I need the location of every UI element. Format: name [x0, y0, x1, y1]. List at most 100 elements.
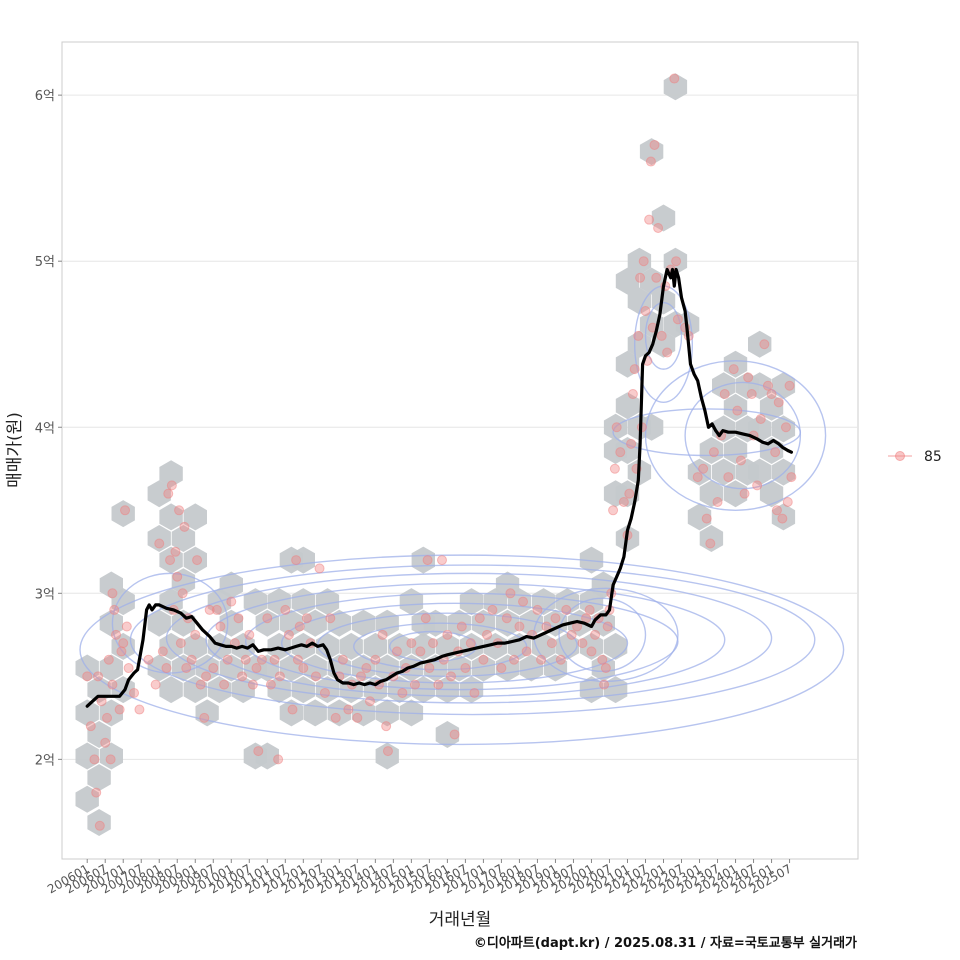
hexbin-cell	[459, 632, 484, 660]
data-point	[165, 555, 176, 566]
data-point	[292, 654, 303, 665]
trend-line-layer	[85, 267, 793, 708]
data-point	[105, 754, 116, 765]
data-point	[773, 397, 784, 408]
hexbin-cell	[183, 632, 207, 660]
y-tick-label: 2억	[35, 753, 55, 768]
data-point	[618, 496, 629, 507]
data-point	[325, 613, 336, 624]
data-point	[352, 712, 363, 723]
hexbin-cell	[183, 676, 207, 704]
data-point	[692, 472, 703, 483]
hexbin-cell	[748, 372, 772, 400]
data-point	[469, 687, 480, 698]
data-point	[514, 621, 525, 632]
data-point	[712, 496, 723, 507]
density-contour	[533, 587, 679, 683]
hexbin-cell	[147, 654, 171, 682]
hexbin-cell	[651, 287, 676, 315]
density-contour	[644, 302, 683, 370]
data-point	[364, 696, 375, 707]
y-tick-label: 6억	[35, 89, 55, 104]
data-point	[698, 463, 709, 474]
y-tick-label: 4억	[35, 421, 55, 436]
hexbin-cell	[75, 742, 99, 770]
hexbin-cell	[471, 609, 496, 637]
hexbin-cell	[171, 654, 196, 682]
data-point	[175, 638, 186, 649]
data-point	[752, 480, 763, 491]
data-point	[111, 629, 122, 640]
x-axis-ticks: 2006012006072007012007072008012008072009…	[45, 859, 794, 897]
data-point	[382, 746, 393, 757]
data-point	[204, 604, 215, 615]
hexbin-cell	[159, 460, 183, 488]
data-point	[406, 638, 417, 649]
data-point	[265, 679, 276, 690]
hexbin-cell	[267, 632, 291, 660]
data-point	[391, 646, 402, 657]
hexbin-cell	[171, 525, 196, 552]
data-point	[509, 654, 520, 665]
data-point	[120, 505, 131, 516]
data-point	[671, 256, 682, 267]
hexbin-cell	[447, 654, 471, 682]
data-point	[739, 488, 750, 499]
data-point	[719, 389, 730, 400]
hexbin-cell	[615, 350, 640, 378]
data-point	[424, 663, 435, 674]
data-point	[237, 671, 248, 682]
data-point	[129, 687, 140, 698]
hexbin-layer	[75, 73, 796, 836]
hexbin-cell	[615, 267, 640, 295]
data-point	[577, 638, 588, 649]
data-point	[615, 447, 626, 458]
data-point	[770, 447, 781, 458]
hexbin-cell	[435, 721, 460, 748]
data-point	[114, 704, 125, 715]
data-point	[496, 663, 507, 674]
data-point	[780, 422, 791, 433]
hexbin-cell	[99, 654, 123, 682]
data-point	[337, 654, 348, 665]
hexbin-cell	[723, 437, 748, 464]
data-point	[445, 671, 456, 682]
density-contour	[129, 564, 816, 716]
hexbin-cell	[255, 742, 279, 770]
hexbin-cell	[195, 654, 219, 682]
data-point	[644, 214, 655, 225]
data-point	[624, 488, 635, 499]
data-point	[172, 571, 183, 582]
hexbin-cell	[627, 287, 652, 315]
hexbin-cell	[87, 721, 111, 748]
data-point	[422, 555, 433, 566]
data-point	[186, 654, 197, 665]
data-point	[584, 604, 595, 615]
density-contour	[281, 602, 629, 684]
data-point	[536, 654, 547, 665]
data-point	[546, 638, 557, 649]
data-point	[599, 679, 610, 690]
hexbin-cell	[111, 500, 135, 528]
data-point	[298, 663, 309, 674]
data-point	[121, 621, 132, 632]
hexbin-cell	[171, 568, 196, 596]
data-point	[174, 505, 185, 516]
hexbin-cell	[99, 699, 123, 727]
data-point	[602, 621, 613, 632]
scatter-points-layer	[82, 73, 797, 831]
data-point	[116, 646, 127, 657]
data-point	[590, 629, 601, 640]
data-point	[100, 737, 111, 748]
data-point	[626, 438, 637, 449]
data-point	[460, 663, 471, 674]
data-point	[319, 687, 330, 698]
data-point	[409, 679, 420, 690]
hexbin-cell	[159, 676, 183, 704]
data-point	[170, 546, 181, 557]
data-point	[478, 654, 489, 665]
hexbin-cell	[748, 458, 772, 486]
data-point	[777, 513, 788, 524]
data-point	[415, 646, 426, 657]
data-point	[759, 339, 770, 350]
